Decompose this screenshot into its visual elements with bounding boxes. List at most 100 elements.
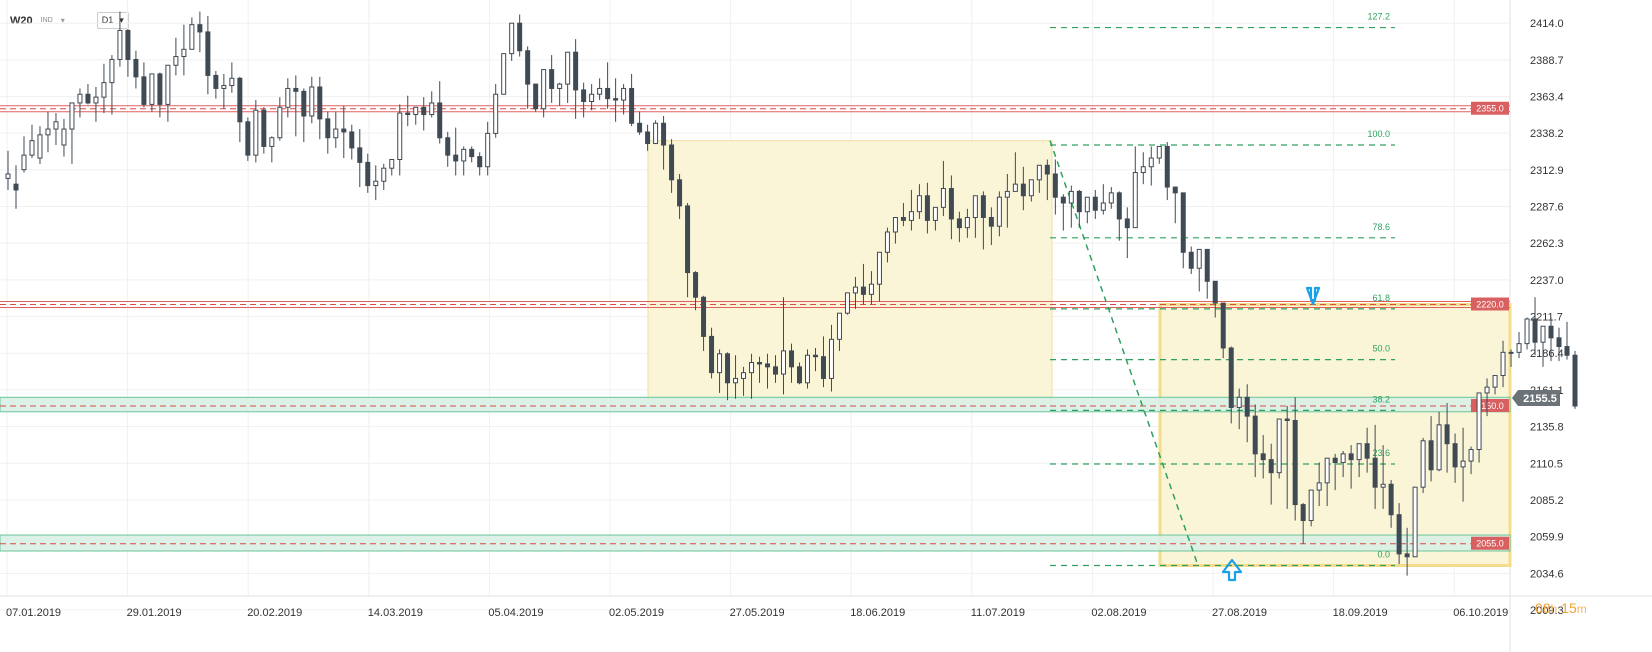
candle-body-bullish (413, 106, 419, 116)
candle (1108, 187, 1114, 209)
candle (661, 115, 667, 170)
candle (1100, 184, 1106, 215)
candle-body-bullish (1132, 172, 1138, 229)
candle (1140, 152, 1146, 185)
candle (1516, 332, 1522, 359)
candle (1292, 397, 1298, 521)
candle-body-bullish (309, 86, 315, 117)
x-tick-label: 18.09.2019 (1333, 607, 1388, 619)
candle (269, 136, 275, 163)
candle-body-bearish (860, 286, 866, 295)
candle-body-bullish (908, 211, 914, 221)
candle-body-bullish (1156, 145, 1162, 159)
candle (1228, 346, 1234, 424)
candle (709, 327, 715, 379)
candle (549, 55, 555, 103)
timeframe-selector[interactable]: D1 ▾ (96, 12, 129, 29)
candle-body-bearish (1052, 173, 1058, 198)
fibonacci-level-label: 61.8 (1372, 293, 1390, 303)
candle (173, 37, 179, 76)
timer-minutes: 15 (1561, 600, 1577, 616)
candle (884, 227, 890, 263)
candle-body-bullish (1012, 183, 1018, 192)
candle (629, 73, 635, 127)
candle-body-bullish (741, 372, 747, 379)
consolidation-range-box (647, 140, 1053, 404)
candle-body-bearish (605, 87, 611, 100)
candle (1028, 179, 1034, 202)
candle (77, 88, 83, 118)
x-tick-label: 27.05.2019 (730, 607, 785, 619)
candle (1316, 462, 1322, 507)
candle-body-bullish (109, 58, 115, 84)
candle-body-bullish (501, 53, 507, 95)
candle (365, 153, 371, 193)
candle-body-bearish (261, 109, 267, 147)
candle-body-bullish (916, 195, 922, 213)
candle (1492, 375, 1498, 395)
candle-body-bearish (709, 335, 715, 374)
candle-body-bearish (1204, 248, 1210, 282)
candle (429, 91, 435, 118)
x-tick-label: 07.01.2019 (6, 607, 61, 619)
candle (533, 83, 539, 112)
candle (461, 146, 467, 176)
candle-body-bearish (1252, 415, 1258, 455)
timer-hours-unit: h (1550, 602, 1558, 616)
candle (525, 46, 531, 109)
candle (1572, 350, 1578, 409)
candle-body-bullish (373, 180, 379, 187)
candle (876, 251, 882, 302)
candle-body-bullish (229, 77, 235, 87)
candle-body-bearish (293, 87, 299, 92)
candle-body-bullish (828, 338, 834, 379)
candle-body-bullish (1356, 443, 1362, 461)
candle (1188, 246, 1194, 275)
candle (357, 129, 363, 188)
price-level-label: 2055.0 (1476, 539, 1504, 549)
candle-body-bearish (1548, 325, 1554, 339)
candle (621, 84, 627, 115)
candle-body-bearish (1428, 440, 1434, 471)
candle-body-bullish (1484, 386, 1490, 394)
candle-body-bullish (429, 102, 435, 116)
candle (413, 106, 419, 125)
candle-body-bullish (1004, 190, 1010, 198)
candle-body-bearish (301, 90, 307, 117)
candle-body-bullish (1340, 453, 1346, 464)
candle-body-bearish (1284, 418, 1290, 421)
candle-body-bearish (757, 361, 763, 365)
candle-body-bearish (581, 89, 587, 102)
candle (221, 73, 227, 109)
candle (13, 165, 19, 209)
candle (685, 202, 691, 298)
candle-body-bearish (812, 354, 818, 358)
candle (261, 107, 267, 154)
candle (469, 146, 475, 163)
candle (21, 136, 27, 173)
candle (1356, 443, 1362, 478)
candle (29, 124, 35, 159)
candle (980, 191, 986, 250)
candle (397, 104, 403, 176)
candle (1236, 388, 1242, 430)
candle (1020, 166, 1026, 211)
candle (117, 11, 123, 67)
candle (1196, 248, 1202, 292)
symbol-dropdown-chevron-icon[interactable]: ▾ (60, 16, 65, 25)
candle-body-bearish (157, 73, 163, 105)
timeframe-value: D1 (101, 15, 114, 25)
candle-body-bearish (988, 216, 994, 227)
candle (205, 15, 211, 95)
candle (1548, 317, 1554, 362)
candle (1428, 416, 1434, 482)
candle (956, 211, 962, 243)
candle-body-bullish (45, 128, 51, 136)
candle-body-bearish (549, 69, 555, 89)
candle (1460, 427, 1466, 502)
candle-body-bullish (565, 51, 571, 85)
y-tick-label: 2414.0 (1530, 18, 1564, 30)
candle (669, 139, 675, 193)
candle (485, 121, 491, 176)
